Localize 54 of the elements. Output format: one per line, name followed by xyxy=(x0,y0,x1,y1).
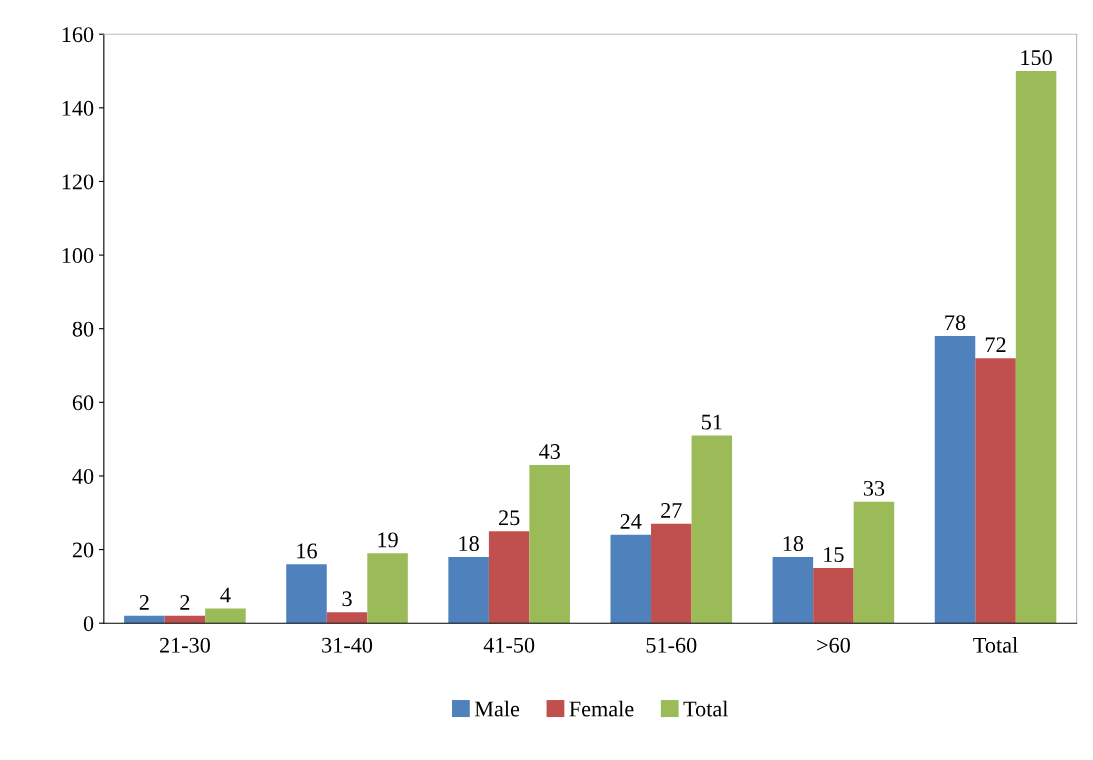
data-label: 78 xyxy=(945,315,966,331)
bar xyxy=(772,556,814,624)
x-tick-label: 31-40 xyxy=(322,637,373,653)
y-tick-label: 140 xyxy=(62,100,94,116)
bar xyxy=(205,608,246,624)
x-tick-label: >60 xyxy=(817,637,850,653)
data-label: 18 xyxy=(783,536,804,552)
bar xyxy=(529,464,570,624)
y-tick-label: 20 xyxy=(72,542,94,558)
y-tick-label: 160 xyxy=(62,27,94,43)
y-tick-label: 0 xyxy=(83,616,94,632)
data-label: 18 xyxy=(459,536,479,552)
bar xyxy=(813,567,854,624)
legend-label: Female xyxy=(569,700,634,717)
y-tick-label: 120 xyxy=(62,174,94,190)
data-label: 4 xyxy=(220,587,231,603)
bar xyxy=(124,615,165,624)
bar xyxy=(1015,71,1057,624)
data-label: 33 xyxy=(863,480,885,496)
x-tick-label: 51-60 xyxy=(646,637,697,653)
bar xyxy=(367,553,408,624)
bar xyxy=(975,358,1016,624)
data-label: 16 xyxy=(297,543,317,559)
y-tick-label: 100 xyxy=(62,248,94,263)
bar xyxy=(326,612,368,624)
bar xyxy=(448,556,489,624)
bar xyxy=(934,336,976,624)
data-label: 15 xyxy=(824,547,844,563)
bar xyxy=(610,534,652,624)
data-label: 19 xyxy=(378,532,398,548)
data-label: 43 xyxy=(539,444,560,459)
data-label: 24 xyxy=(620,514,642,529)
bar xyxy=(651,523,692,624)
legend-label: Male xyxy=(474,700,520,717)
data-label: 2 xyxy=(180,595,190,610)
legend-label: Total xyxy=(683,700,728,717)
x-tick-label: 21-30 xyxy=(159,637,210,653)
data-label: 72 xyxy=(985,337,1006,353)
bar xyxy=(164,615,206,624)
bar xyxy=(286,564,327,624)
data-label: 3 xyxy=(342,591,352,607)
y-tick-label: 40 xyxy=(72,468,94,484)
y-tick-label: 80 xyxy=(72,321,94,337)
data-label: 25 xyxy=(499,510,520,526)
bar xyxy=(488,531,530,624)
bar xyxy=(853,501,895,624)
x-tick-label: Total xyxy=(973,637,1018,653)
data-label: 150 xyxy=(1021,50,1052,66)
data-label: 27 xyxy=(661,502,682,518)
y-tick-label: 60 xyxy=(72,395,94,411)
x-tick-label: 41-50 xyxy=(483,637,535,653)
data-label: 51 xyxy=(702,414,722,430)
bar xyxy=(691,435,733,624)
data-label: 2 xyxy=(139,595,149,610)
